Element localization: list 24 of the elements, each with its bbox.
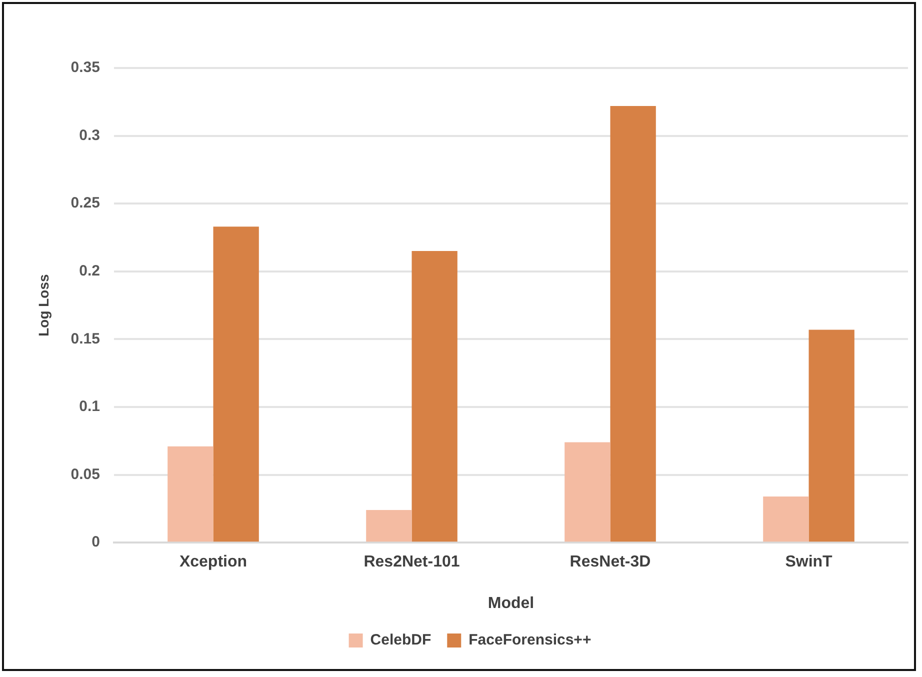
legend-label: CelebDF [370,632,432,649]
bar [213,226,259,542]
x-tick-label: ResNet-3D [570,554,651,571]
y-tick-label: 0.15 [70,330,100,348]
legend-label: FaceForensics++ [468,632,592,649]
bar [412,251,458,542]
bar [168,446,214,542]
bar [564,442,610,542]
y-tick-label: 0.25 [70,194,100,212]
bar [366,510,412,542]
x-tick-label: Xception [179,554,248,571]
bar [763,496,809,542]
x-tick-label: Res2Net-101 [364,554,460,571]
y-tick-label: 0.35 [70,59,100,76]
y-tick-label: 0.2 [79,262,100,280]
x-axis-title: Model [488,594,534,612]
y-tick-label: 0.3 [79,126,100,144]
bar [808,330,854,542]
y-tick-label: 0 [92,534,100,551]
y-tick-label: 0.05 [70,466,100,483]
x-tick-label: SwinT [785,554,833,571]
bar [610,106,656,542]
y-axis-title: Log Loss [35,274,52,336]
y-tick-label: 0.1 [79,398,100,416]
